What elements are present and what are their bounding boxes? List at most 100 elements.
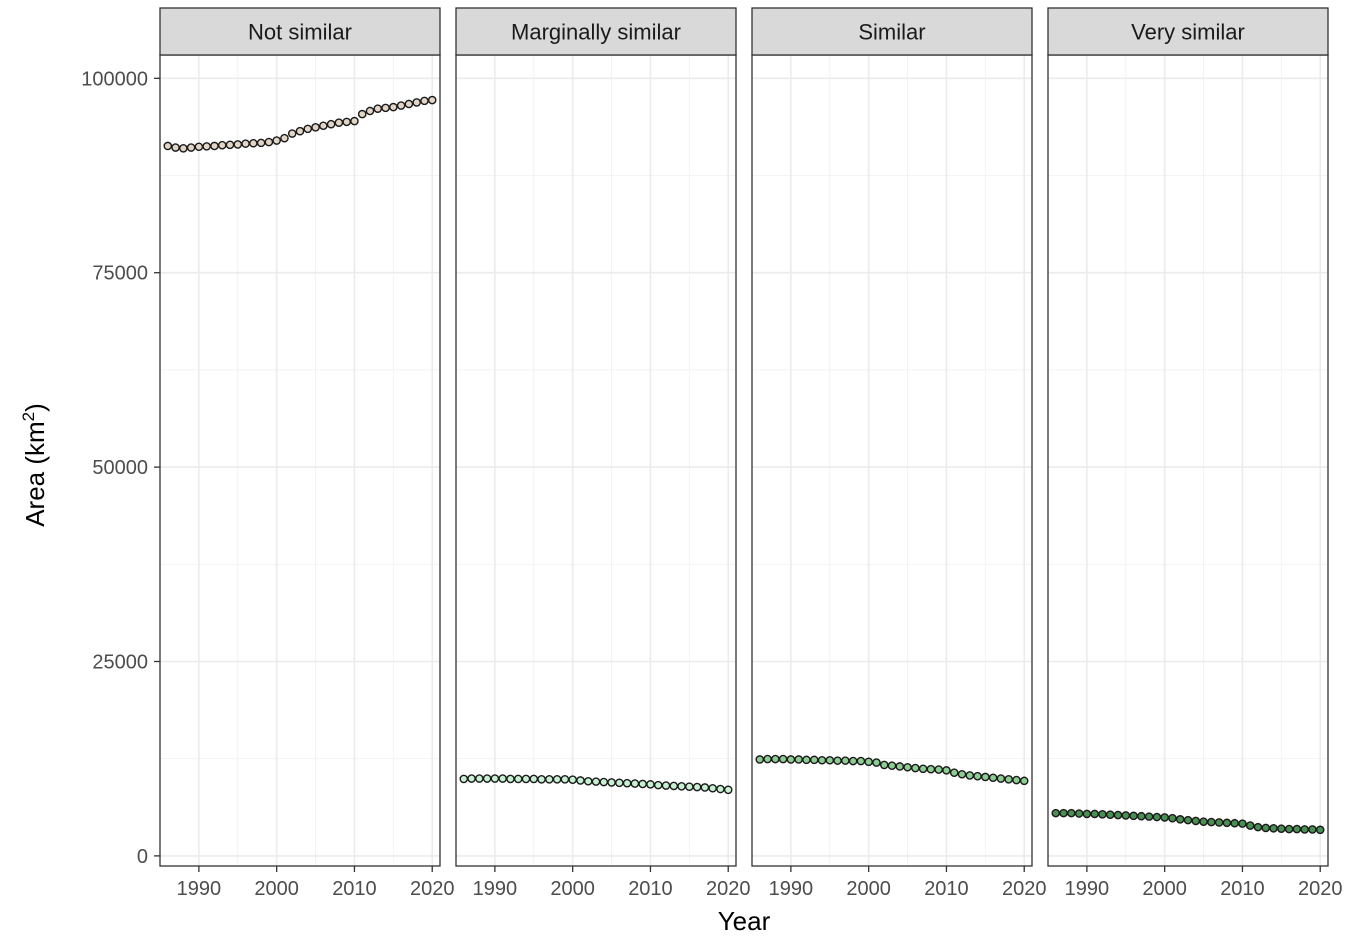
facet-strip-label: Marginally similar	[511, 20, 681, 45]
data-point	[661, 781, 671, 790]
data-point	[1308, 825, 1317, 834]
panel-border	[159, 54, 441, 867]
y-axis-title-main: Area (km	[20, 421, 50, 526]
data-point	[482, 774, 492, 783]
x-axis-title: Year	[718, 906, 771, 936]
x-tick-label: 1990	[1065, 878, 1110, 900]
data-point	[1144, 812, 1154, 821]
data-point	[1121, 811, 1131, 820]
facet-strip-label: Similar	[858, 20, 925, 45]
data-point	[381, 103, 390, 113]
data-point	[1137, 811, 1146, 821]
x-tick-label: 1990	[769, 878, 814, 900]
data-point	[1098, 809, 1107, 819]
data-point	[264, 137, 274, 147]
data-point	[583, 776, 593, 786]
data-point	[708, 783, 717, 793]
data-point	[529, 774, 539, 784]
data-point	[1292, 824, 1302, 834]
data-point	[186, 143, 196, 152]
data-point	[1019, 776, 1029, 786]
data-point	[895, 762, 905, 771]
x-tick-label: 2000	[254, 878, 299, 900]
data-point	[1113, 810, 1123, 820]
data-point	[1214, 818, 1224, 827]
data-point	[957, 769, 967, 779]
data-point	[560, 775, 570, 784]
data-point	[521, 774, 531, 784]
data-point	[677, 781, 686, 791]
x-tick-label: 1990	[473, 878, 518, 900]
data-point	[427, 95, 437, 105]
x-tick-label: 2000	[550, 878, 595, 900]
data-point	[498, 774, 507, 783]
data-point	[1067, 808, 1076, 818]
data-point	[1012, 775, 1021, 785]
data-point	[942, 766, 951, 775]
data-point	[202, 142, 211, 151]
x-tick-label: 2000	[1142, 878, 1187, 900]
data-point	[1315, 825, 1325, 835]
data-point	[716, 784, 725, 794]
data-point	[802, 755, 811, 765]
data-point	[389, 102, 398, 112]
panel-border	[455, 54, 737, 867]
panel-border	[751, 54, 1033, 867]
x-tick-label: 2000	[846, 878, 891, 900]
data-point	[1175, 815, 1185, 824]
data-point	[723, 785, 733, 795]
data-point	[1051, 808, 1061, 818]
data-point	[973, 771, 982, 781]
data-point	[412, 98, 421, 107]
data-point	[1284, 824, 1294, 834]
data-point	[1207, 817, 1216, 827]
x-tick-label: 1990	[177, 878, 222, 900]
data-point	[848, 756, 858, 766]
data-point	[475, 774, 484, 783]
data-point	[1160, 813, 1169, 822]
data-point	[420, 96, 429, 106]
x-tick-label: 2010	[1220, 878, 1265, 900]
facet-strip	[455, 7, 737, 56]
data-point	[817, 755, 827, 765]
data-point	[365, 106, 375, 116]
data-point	[373, 104, 383, 113]
facet-strip	[751, 7, 1033, 56]
data-point	[467, 774, 476, 783]
data-point	[490, 774, 500, 783]
data-point	[809, 755, 819, 765]
data-point	[1277, 824, 1286, 833]
x-tick-label: 2020	[706, 878, 751, 900]
data-point	[692, 782, 702, 792]
y-axis-title-close: )	[20, 403, 50, 412]
data-point	[755, 755, 765, 764]
data-point	[988, 773, 998, 783]
data-point	[856, 756, 866, 766]
data-point	[864, 757, 873, 767]
data-point	[287, 129, 297, 138]
data-point	[319, 121, 328, 131]
data-point	[771, 754, 780, 764]
data-point	[179, 144, 188, 153]
facet-strip-label: Very similar	[1131, 20, 1245, 45]
data-point	[1183, 815, 1193, 825]
data-point	[459, 774, 469, 784]
data-point	[763, 754, 772, 764]
data-point	[591, 777, 601, 786]
data-point	[1230, 818, 1239, 828]
y-tick-label: 0	[137, 846, 148, 868]
data-point	[1261, 823, 1271, 833]
data-point	[576, 776, 585, 785]
data-point	[685, 782, 694, 791]
x-tick-label: 2010	[628, 878, 673, 900]
data-point	[949, 768, 959, 777]
data-point	[1168, 813, 1177, 823]
data-point	[1074, 809, 1084, 818]
data-point	[225, 140, 235, 150]
y-tick-label: 75000	[92, 263, 148, 285]
data-point	[545, 775, 554, 784]
data-point	[241, 139, 250, 148]
data-point	[326, 119, 336, 129]
data-point	[1090, 809, 1099, 819]
